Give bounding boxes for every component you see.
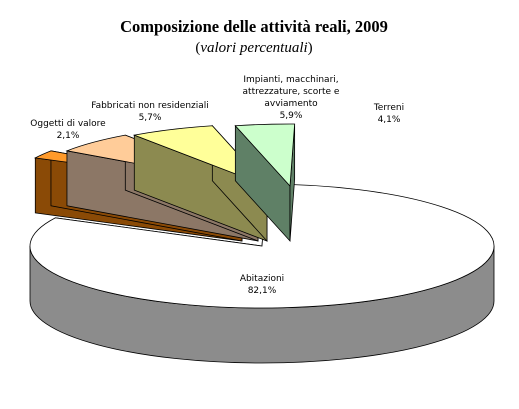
label-abitazioni-name: Abitazioni (240, 274, 284, 284)
label-abitazioni-value: 82,1% (248, 286, 277, 296)
slice-impianti-top (132, 125, 268, 187)
label-terreni: Terreni 4,1% (373, 103, 404, 125)
label-impianti-line-2: attrezzature, scorte e (243, 87, 340, 97)
label-abitazioni: Abitazioni 82,1% (240, 274, 284, 296)
label-oggetti-name: Oggetti di valore (30, 119, 106, 129)
label-terreni-name: Terreni (373, 103, 404, 113)
label-impianti: Impianti, macchinari, attrezzature, scor… (243, 75, 340, 121)
label-fabbricati-value: 5,7% (139, 113, 162, 123)
label-terreni-value: 4,1% (378, 115, 401, 125)
pie-slices (29, 123, 495, 364)
label-impianti-value: 5,9% (280, 111, 303, 121)
label-fabbricati-name: Fabbricati non residenziali (91, 101, 209, 111)
chart-subtitle: (valori percentuali) (195, 40, 312, 56)
chart-subtitle-text: valori percentuali (200, 40, 307, 56)
slice-terreni (234, 123, 296, 243)
label-fabbricati: Fabbricati non residenziali 5,7% (91, 101, 209, 123)
label-oggetti-value: 2,1% (57, 131, 80, 141)
slice-abitazioni (29, 183, 495, 364)
chart-title: Composizione delle attività reali, 2009 (120, 17, 388, 36)
slice-abitazioni-top (29, 183, 495, 309)
label-oggetti-di-valore: Oggetti di valore 2,1% (30, 119, 106, 141)
label-impianti-line-1: Impianti, macchinari, (243, 75, 338, 85)
label-impianti-line-3: avviamento (264, 99, 318, 109)
slice-terreni-top (234, 123, 296, 187)
